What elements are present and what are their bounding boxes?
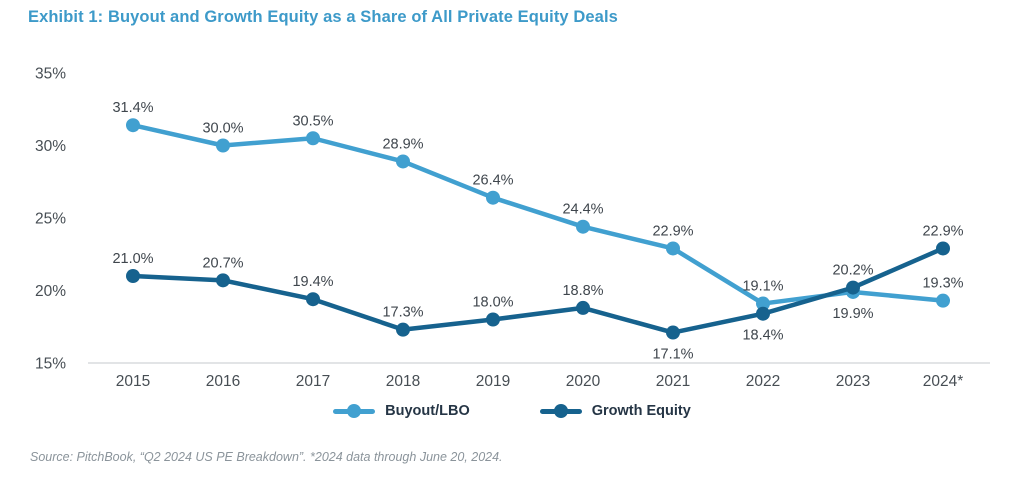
source-note: Source: PitchBook, “Q2 2024 US PE Breakd… bbox=[30, 450, 503, 464]
data-label: 19.9% bbox=[832, 306, 873, 322]
data-label: 26.4% bbox=[472, 173, 513, 189]
data-point bbox=[936, 293, 950, 308]
x-tick-label: 2015 bbox=[116, 373, 150, 390]
data-point bbox=[486, 190, 500, 205]
data-point bbox=[126, 118, 140, 133]
data-point bbox=[396, 322, 410, 337]
data-point bbox=[126, 269, 140, 283]
data-point bbox=[936, 241, 950, 256]
data-label: 18.8% bbox=[562, 283, 603, 299]
x-tick-label: 2024* bbox=[923, 373, 964, 390]
data-point bbox=[756, 296, 770, 311]
data-point bbox=[756, 306, 770, 321]
data-point bbox=[846, 280, 860, 295]
data-label: 30.5% bbox=[292, 113, 333, 129]
x-tick-label: 2017 bbox=[296, 373, 330, 390]
chart-legend: Buyout/LBO Growth Equity bbox=[0, 403, 1024, 419]
data-label: 20.2% bbox=[832, 263, 873, 279]
y-tick-label: 30% bbox=[35, 138, 66, 155]
legend-item-buyout: Buyout/LBO bbox=[333, 403, 470, 419]
y-tick-label: 15% bbox=[35, 356, 66, 373]
buyout-line-marker-icon bbox=[333, 404, 376, 418]
series-line bbox=[130, 246, 946, 335]
data-label: 19.3% bbox=[922, 276, 963, 292]
data-label: 17.1% bbox=[652, 347, 693, 363]
growth-line-marker-icon bbox=[539, 404, 582, 418]
y-tick-label: 35% bbox=[35, 66, 66, 83]
data-label: 22.9% bbox=[652, 223, 693, 239]
data-point bbox=[666, 325, 680, 340]
legend-item-growth: Growth Equity bbox=[539, 403, 691, 419]
data-label: 17.3% bbox=[382, 305, 423, 321]
data-point bbox=[306, 292, 320, 307]
data-point bbox=[576, 300, 590, 315]
data-label: 20.7% bbox=[202, 255, 243, 271]
data-point bbox=[216, 138, 230, 153]
data-point bbox=[666, 241, 680, 256]
y-tick-label: 25% bbox=[35, 211, 66, 228]
y-tick-label: 20% bbox=[35, 283, 66, 300]
data-label: 30.0% bbox=[202, 121, 243, 137]
data-point bbox=[306, 131, 320, 146]
x-tick-label: 2021 bbox=[656, 373, 690, 390]
data-point bbox=[216, 273, 230, 288]
x-tick-label: 2018 bbox=[386, 373, 420, 390]
x-tick-label: 2023 bbox=[836, 373, 870, 390]
x-tick-label: 2022 bbox=[746, 373, 780, 390]
chart-title: Exhibit 1: Buyout and Growth Equity as a… bbox=[28, 8, 618, 26]
data-label: 18.0% bbox=[472, 295, 513, 311]
data-label: 28.9% bbox=[382, 136, 423, 152]
data-label: 18.4% bbox=[742, 328, 783, 344]
x-tick-label: 2016 bbox=[206, 373, 240, 390]
data-label: 19.1% bbox=[742, 279, 783, 295]
data-label: 19.4% bbox=[292, 274, 333, 290]
data-point bbox=[576, 219, 590, 234]
data-label: 24.4% bbox=[562, 202, 603, 218]
x-tick-label: 2020 bbox=[566, 373, 601, 390]
x-tick-label: 2019 bbox=[476, 373, 510, 390]
data-point bbox=[396, 154, 410, 169]
legend-label-growth: Growth Equity bbox=[591, 403, 691, 419]
data-label: 22.9% bbox=[922, 223, 963, 239]
legend-label-buyout: Buyout/LBO bbox=[385, 403, 470, 419]
data-label: 31.4% bbox=[112, 100, 153, 116]
data-point bbox=[486, 312, 500, 327]
data-label: 21.0% bbox=[112, 251, 153, 267]
series-line bbox=[130, 122, 946, 306]
